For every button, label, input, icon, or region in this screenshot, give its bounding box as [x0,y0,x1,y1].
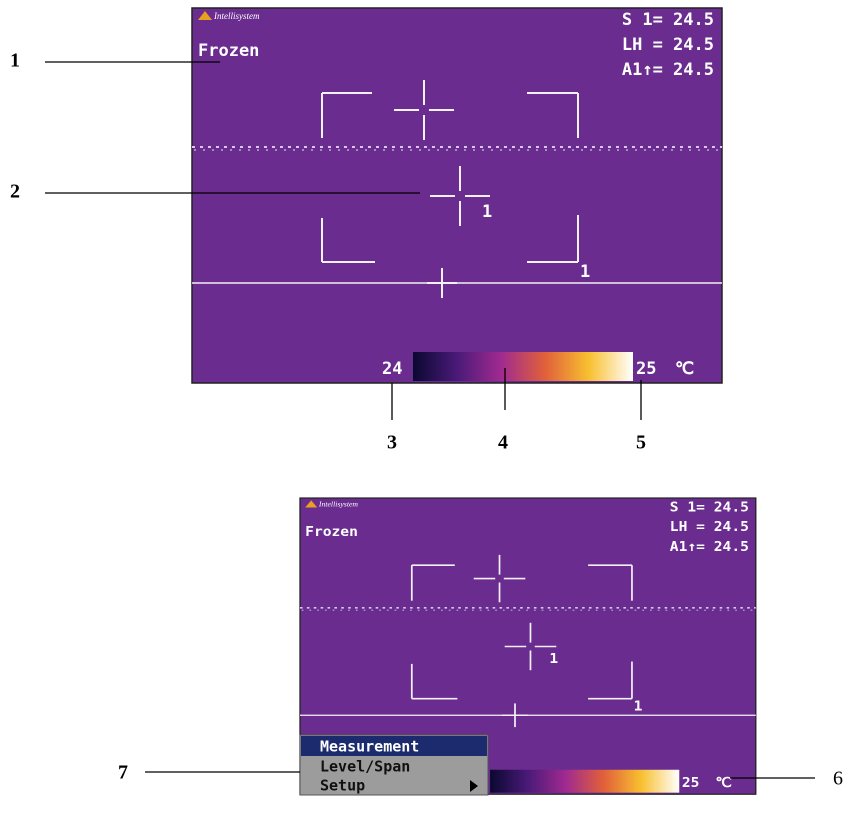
point-label: 1 [634,699,643,714]
callout: 6 [833,768,843,790]
callout: 3 [387,432,397,454]
menu: Measurement Level/Span Setup [300,735,488,795]
scale-max: 25 [682,776,700,791]
scale-max: 25 [636,359,656,379]
page: {"screens": [ {"brand": "Intellisystem",… [0,0,849,820]
callout: 5 [636,432,646,454]
brand: Intellisystem [318,500,359,509]
reading: A1↑= 24.5 [670,539,749,554]
reading: S 1= 24.5 [622,10,714,30]
unit: ℃ [675,359,694,379]
reading: LH = 24.5 [670,520,749,535]
unit: ℃ [715,776,732,791]
reading: LH = 24.5 [622,35,714,55]
menu-item[interactable]: Level/Span [320,758,410,776]
point-label: 1 [580,262,590,282]
color-bar [490,770,679,793]
color-bar [413,352,633,381]
scale-min: 24 [382,359,402,379]
reading: S 1= 24.5 [670,500,749,515]
callout: 4 [498,432,508,454]
callout: 1 [10,50,20,72]
screen: Intellisystem Frozen S 1= 24.5 LH = 24.5 A1↑… [192,8,722,383]
menu-item[interactable]: Setup [320,777,365,795]
status: Frozen [305,524,358,539]
brand: Intellisystem [213,11,260,21]
menu-item[interactable]: Measurement [320,738,419,756]
point-label: 1 [549,652,558,667]
point-label: 1 [482,202,492,222]
reading: A1↑= 24.5 [622,60,714,80]
callout: 2 [10,181,20,203]
callout: 7 [118,762,128,784]
figure: Intellisystem Frozen S 1= 24.5 LH = 24.5 A1↑… [0,0,849,820]
status: Frozen [198,41,259,61]
